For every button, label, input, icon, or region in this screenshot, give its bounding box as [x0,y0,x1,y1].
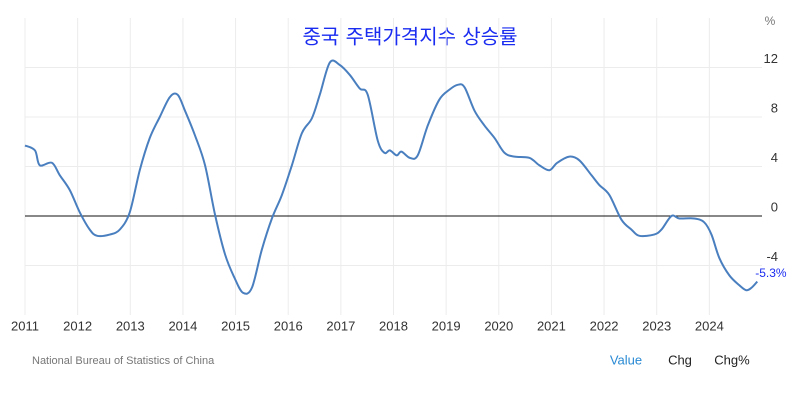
x-tick-label: 2011 [11,318,39,333]
last-value-label: -5.3% [755,266,787,280]
x-tick-label: 2018 [379,318,408,333]
tab-chg-pct[interactable]: Chg% [714,352,750,367]
source: National Bureau of Statistics of China [32,355,215,367]
tab-value[interactable]: Value [610,352,642,367]
data-line [24,59,759,295]
grid [24,18,762,315]
x-tick-label: 2014 [168,318,197,333]
x-tick-label: 2023 [642,318,671,333]
x-tick-label: 2022 [590,318,619,333]
x-tick-label: 2016 [274,318,303,333]
x-tick-label: 2013 [116,318,145,333]
x-tick-label: 2012 [63,318,92,333]
x-tick-label: 2017 [326,318,355,333]
x-tick-label: 2024 [695,318,724,333]
x-tick-label: 2021 [537,318,566,333]
y-axis-label: % [765,14,776,28]
tab-chg[interactable]: Chg [668,352,692,367]
x-tick-label: 2015 [221,318,250,333]
y-tick-label: 8 [771,100,778,115]
x-tick-label: 2019 [432,318,461,333]
chart-title: 중국 주택가격지수 상승률 [302,25,517,49]
y-tick-label: 0 [771,199,778,214]
y-tick-label: -4 [766,249,778,264]
y-tick-label: 12 [764,51,778,66]
x-tick-label: 2020 [484,318,513,333]
y-tick-label: 4 [771,150,778,165]
